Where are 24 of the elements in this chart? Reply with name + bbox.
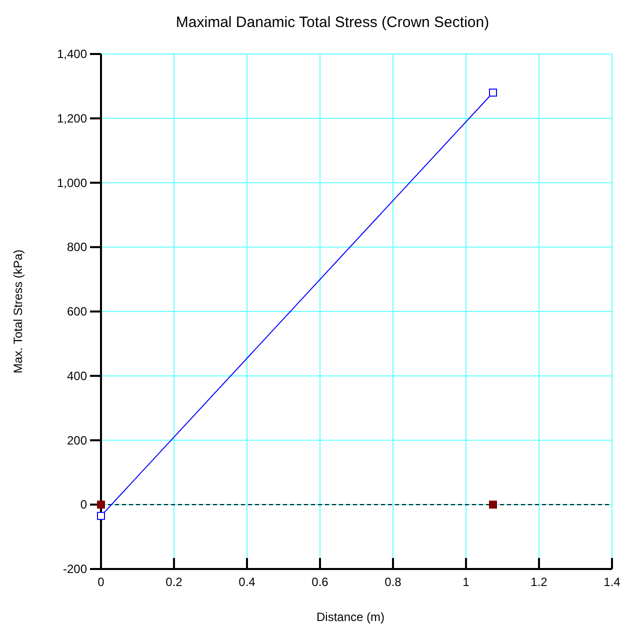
x-tick-label: 0.8: [384, 575, 402, 589]
point: [489, 88, 498, 97]
x-tick-label: 0.6: [312, 575, 329, 589]
y-axis-title: Max. Total Stress (kPa): [11, 250, 25, 374]
y-tick-label: 200: [66, 433, 88, 448]
x-axis-title: Distance (m): [316, 610, 385, 624]
y-tick-label: 400: [66, 368, 88, 383]
point: [97, 500, 105, 509]
x-tick-label: 0.4: [238, 575, 256, 589]
y-tick-label: 1,000: [56, 176, 88, 190]
point: [489, 500, 498, 509]
y-tick-label: -200: [62, 562, 88, 576]
x-tick-label: 1.4: [604, 575, 621, 589]
x-tick-label: 0.2: [166, 575, 183, 589]
y-tick-label: 600: [66, 304, 88, 318]
point: [97, 512, 105, 520]
x-tick-label: 0: [98, 575, 105, 589]
x-tick-label: 1.2: [530, 575, 548, 589]
y-tick-label: 1,200: [56, 111, 88, 126]
y-tick-label: 800: [66, 240, 88, 254]
y-tick-label: 0: [80, 498, 88, 512]
x-tick-label: 1: [462, 575, 470, 589]
chart-title: Maximal Danamic Total Stress (Crown Section): [176, 14, 490, 31]
y-tick-label: 1,400: [56, 47, 88, 61]
